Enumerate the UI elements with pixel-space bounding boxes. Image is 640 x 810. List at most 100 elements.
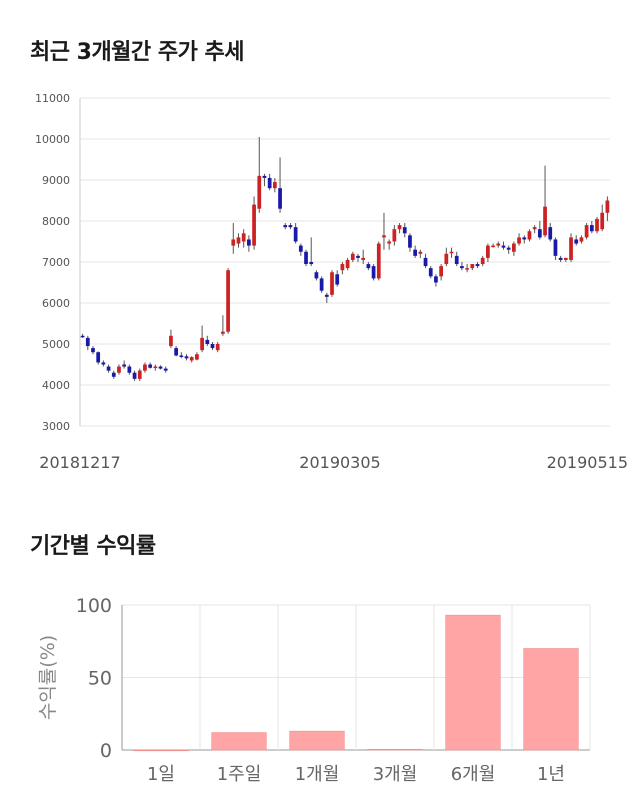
candle-down bbox=[309, 262, 314, 265]
candle-down bbox=[475, 264, 480, 267]
candlestick-chart: 3000 4000 5000 6000 7000 8000 9000 10000 11000 2… bbox=[35, 92, 628, 472]
candle-up bbox=[257, 175, 262, 209]
price-y-tick-label: 8000 bbox=[42, 215, 70, 228]
candle-down bbox=[85, 337, 90, 347]
price-y-ticks: 3000 4000 5000 6000 7000 8000 9000 10000 11000 bbox=[35, 92, 70, 433]
candle-down bbox=[314, 272, 319, 279]
candle-up bbox=[330, 272, 334, 295]
candle-down bbox=[454, 255, 459, 265]
candle-up bbox=[439, 266, 443, 277]
price-y-tick-label: 10000 bbox=[35, 133, 70, 146]
price-y-tick-label: 6000 bbox=[42, 297, 70, 310]
returns-bars bbox=[133, 614, 579, 752]
candle-down bbox=[127, 366, 132, 373]
candle-up bbox=[418, 251, 423, 254]
candle-down bbox=[267, 177, 272, 189]
candle-up bbox=[470, 264, 475, 269]
candle-up bbox=[117, 366, 121, 373]
candle-up bbox=[252, 204, 256, 246]
returns-x-ticks: 1일 1주일 1개월 3개월 6개월 1년 bbox=[147, 764, 565, 785]
candle-down bbox=[293, 227, 298, 242]
price-grid bbox=[79, 97, 610, 427]
candle-down bbox=[91, 348, 95, 353]
candle-down bbox=[537, 229, 542, 238]
returns-bar bbox=[211, 732, 267, 751]
candle-up bbox=[345, 259, 350, 269]
candle-up bbox=[595, 218, 599, 232]
candle-up bbox=[496, 243, 501, 246]
candle-up bbox=[350, 253, 355, 260]
price-y-tick-label: 3000 bbox=[42, 420, 70, 433]
price-trend-title: 최근 3개월간 주가 추세 bbox=[30, 40, 244, 65]
price-x-tick-label: 20190515 bbox=[547, 453, 628, 472]
candle-down bbox=[324, 294, 329, 297]
candle-down bbox=[371, 266, 376, 279]
returns-y-ticks: 0 50 100 bbox=[76, 595, 112, 762]
candle-down bbox=[522, 237, 527, 240]
returns-y-axis-label: 수익률(%) bbox=[37, 635, 59, 720]
price-y-tick-label: 9000 bbox=[42, 174, 70, 187]
candle-down bbox=[460, 266, 464, 269]
candle-up bbox=[231, 239, 236, 246]
candle-up bbox=[340, 264, 345, 271]
candle-up bbox=[200, 337, 204, 351]
candle-up bbox=[532, 227, 537, 230]
candle-up bbox=[376, 243, 381, 279]
candle-up bbox=[480, 257, 485, 265]
returns-y-tick-label: 50 bbox=[88, 668, 112, 690]
candle-down bbox=[179, 355, 184, 357]
candle-up bbox=[579, 237, 584, 242]
candle-up bbox=[517, 237, 521, 244]
candle-up bbox=[444, 253, 449, 265]
returns-y-tick-label: 0 bbox=[100, 740, 112, 762]
candle-down bbox=[205, 339, 210, 344]
candle-down bbox=[101, 362, 106, 365]
returns-bar bbox=[289, 730, 345, 751]
candle-down bbox=[247, 239, 251, 246]
candle-down bbox=[506, 247, 511, 250]
candle-down bbox=[111, 372, 116, 377]
candle-down bbox=[553, 239, 558, 256]
returns-bar bbox=[445, 614, 501, 751]
candle-up bbox=[397, 225, 402, 230]
candle-down bbox=[262, 175, 267, 178]
candle-down bbox=[589, 225, 594, 232]
candle-down bbox=[148, 364, 153, 368]
candle-down bbox=[210, 344, 215, 349]
candle-down bbox=[574, 239, 579, 244]
candle-up bbox=[465, 268, 469, 270]
price-y-tick-label: 4000 bbox=[42, 379, 70, 392]
candle-up bbox=[236, 237, 241, 244]
candle-down bbox=[366, 264, 371, 269]
candle-up bbox=[215, 344, 220, 351]
returns-bar bbox=[367, 748, 423, 751]
returns-y-tick-label: 100 bbox=[76, 595, 112, 617]
candle-up bbox=[569, 237, 573, 260]
candle-up bbox=[169, 335, 173, 347]
returns-x-tick-label: 1일 bbox=[147, 764, 175, 785]
candle-up bbox=[392, 229, 397, 242]
price-candles bbox=[80, 136, 610, 381]
candle-down bbox=[423, 257, 428, 267]
candle-down bbox=[122, 364, 127, 367]
candle-down bbox=[356, 255, 360, 258]
candle-up bbox=[272, 182, 277, 189]
candle-up bbox=[241, 233, 246, 242]
returns-x-tick-label: 1년 bbox=[537, 764, 565, 785]
candle-up bbox=[189, 357, 194, 361]
returns-x-tick-label: 6개월 bbox=[451, 764, 496, 785]
candle-down bbox=[283, 225, 288, 228]
candle-up bbox=[226, 270, 230, 332]
candle-up bbox=[605, 200, 610, 213]
returns-x-tick-label: 3개월 bbox=[373, 764, 418, 785]
candle-down bbox=[96, 352, 101, 363]
price-x-ticks: 20181217 20190305 20190515 bbox=[39, 453, 628, 472]
candle-up bbox=[137, 370, 142, 379]
returns-grid bbox=[121, 604, 591, 751]
candle-down bbox=[319, 278, 324, 291]
candle-down bbox=[558, 257, 563, 260]
candle-up bbox=[387, 241, 392, 244]
candle-down bbox=[335, 274, 340, 285]
candle-down bbox=[304, 251, 308, 265]
candle-up bbox=[563, 257, 568, 260]
